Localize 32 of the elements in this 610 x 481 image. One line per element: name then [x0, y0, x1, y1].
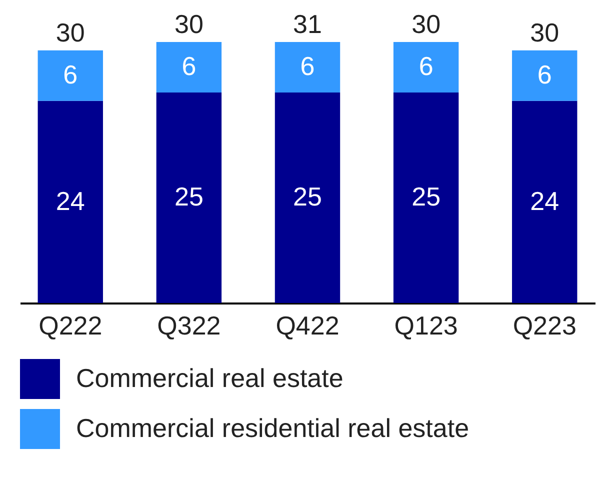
bar	[512, 50, 578, 101]
legend-label: Commercial residential real estate	[76, 413, 470, 443]
total-label: 30	[530, 17, 560, 48]
x-tick-label: Q422	[276, 310, 340, 340]
bar	[512, 100, 578, 303]
bar	[274, 42, 340, 92]
data-label: 24	[530, 186, 560, 216]
total-label: 31	[293, 8, 322, 39]
bar	[38, 50, 103, 101]
bar	[156, 92, 222, 303]
total-label: 30	[56, 17, 85, 48]
data-label: 25	[412, 182, 441, 212]
data-label: 6	[182, 51, 196, 82]
legend-label: Commercial real estate	[76, 363, 344, 393]
data-label: 6	[63, 60, 78, 90]
x-tick-label: Q223	[512, 310, 576, 340]
x-tick-label: Q222	[38, 310, 102, 340]
x-tick-label: Q123	[394, 310, 458, 340]
data-label: 6	[537, 60, 552, 90]
total-label: 30	[412, 8, 441, 39]
bar	[393, 42, 459, 92]
data-label: 25	[293, 182, 322, 212]
total-label: 30	[174, 8, 204, 39]
data-label: 6	[300, 51, 315, 82]
data-label: 24	[56, 186, 85, 216]
bar	[393, 92, 459, 303]
bar	[38, 100, 103, 303]
data-label: 6	[418, 51, 434, 82]
x-tick-label: Q322	[157, 310, 221, 340]
bar	[274, 92, 340, 303]
bar	[156, 42, 222, 92]
data-label: 25	[174, 182, 204, 212]
